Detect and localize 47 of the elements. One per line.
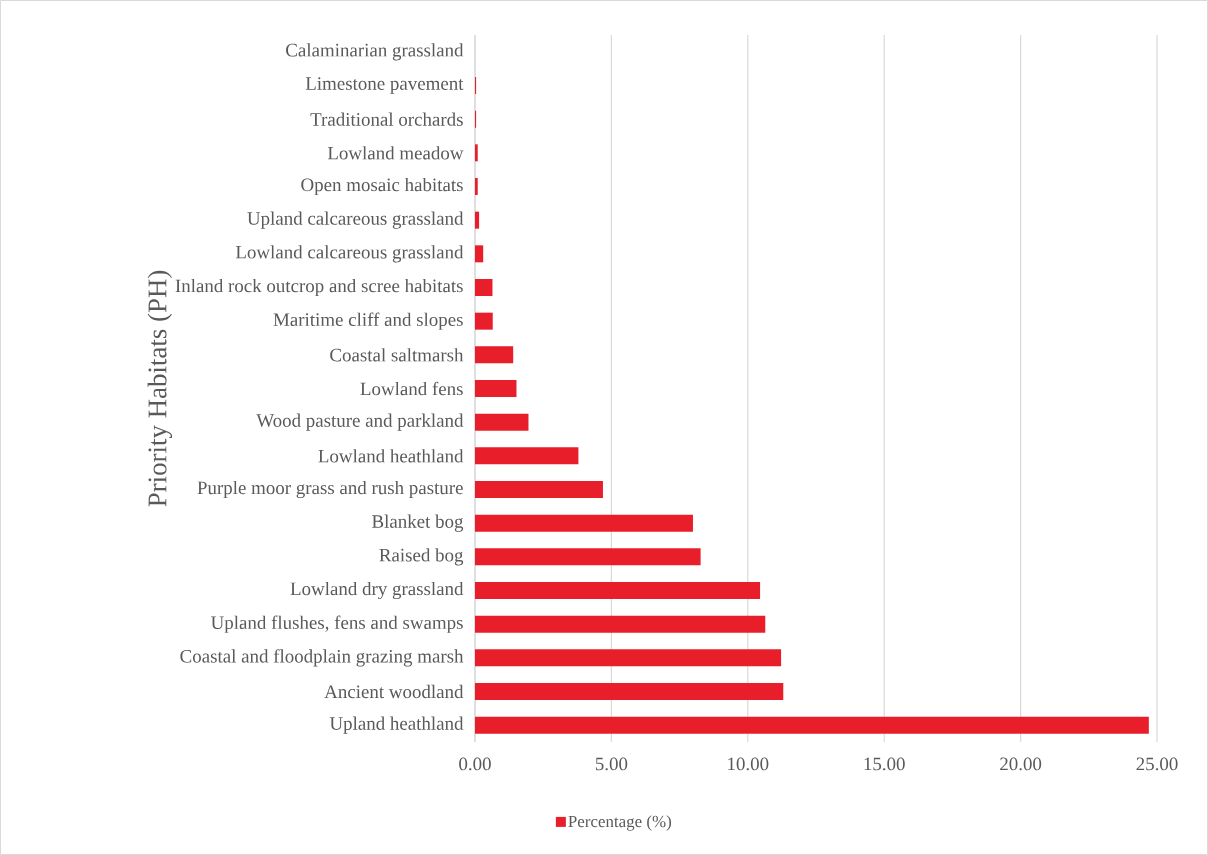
bar [475,716,1149,734]
y-tick-label: Purple moor grass and rush pasture [197,480,463,499]
y-tick-label: Coastal saltmarsh [330,348,464,362]
bar [475,447,579,465]
y-tick-label: Inland rock outcrop and scree habitats [175,278,463,297]
y-tick-label: Ancient woodland [324,684,464,699]
y-tick-label: Blanket bog [372,514,464,532]
y-tick-label: Lowland heathland [318,449,464,463]
y-tick-label: Limestone pavement [305,77,464,94]
y-tick-label: Open mosaic habitats [301,177,463,196]
y-tick-label: Lowland meadow [327,146,464,160]
bar [475,413,529,431]
y-tick-label: Upland heathland [329,716,464,734]
bar [475,548,701,566]
legend-label: Percentage (%) [568,815,672,831]
x-tick-label: 15.00 [864,757,905,771]
bar [475,582,761,599]
bar [475,245,484,263]
x-tick-label: 0.00 [459,757,491,771]
bar [475,346,514,364]
y-tick-label: Maritime cliff and slopes [273,312,463,330]
y-tick-label: Upland calcareous grassland [247,211,464,229]
x-tick-label: 25.00 [1136,757,1178,771]
y-tick-label: Traditional orchards [310,112,463,126]
y-tick-label: Wood pasture and parkland [256,413,464,431]
bar [475,514,693,532]
y-tick-label: Coastal and floodplain grazing marsh [180,649,464,667]
bar [475,279,493,296]
bar [475,312,493,330]
y-tick-label: Upland flushes, fens and swamps [211,615,463,633]
y-axis-title: Priority Habitats (PH) [147,270,173,507]
bar [475,481,603,498]
x-tick-label: 5.00 [595,757,628,771]
x-tick-label: 10.00 [728,757,769,771]
y-tick-label: Lowland calcareous grassland [235,245,464,263]
bar [475,211,480,229]
y-tick-label: Lowland fens [360,381,463,396]
x-tick-label: 20.00 [1000,757,1042,771]
y-tick-label: Raised bog [379,548,464,566]
bar [475,144,478,162]
bar [475,380,517,397]
y-tick-label: Calaminarian grassland [286,43,464,61]
bar [475,683,784,700]
bar [475,615,766,633]
bar [475,177,478,195]
bar [475,649,782,667]
y-tick-label: Lowland dry grassland [290,581,464,600]
